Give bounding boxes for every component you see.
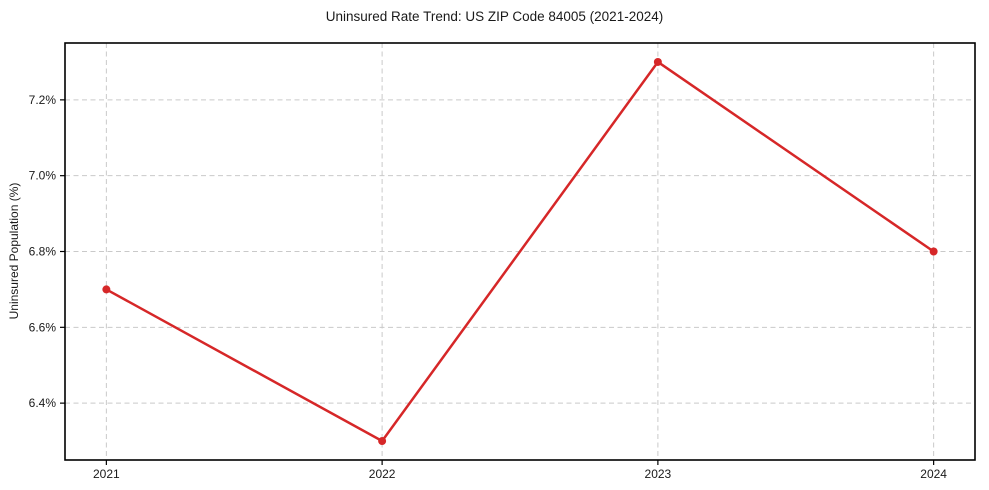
y-tick-label: 6.4% bbox=[29, 396, 57, 410]
x-tick-label: 2024 bbox=[920, 467, 947, 481]
chart-title: Uninsured Rate Trend: US ZIP Code 84005 … bbox=[325, 9, 664, 24]
x-tick-label: 2023 bbox=[645, 467, 672, 481]
y-tick-label: 6.6% bbox=[29, 320, 57, 334]
x-tick-label: 2022 bbox=[369, 467, 396, 481]
data-point-marker bbox=[378, 437, 387, 446]
data-point-marker bbox=[102, 285, 111, 294]
data-point-marker bbox=[929, 247, 938, 256]
y-tick-label: 6.8% bbox=[29, 245, 57, 259]
y-tick-label: 7.0% bbox=[29, 169, 57, 183]
trend-line bbox=[105, 60, 935, 443]
data-point-marker bbox=[653, 57, 662, 66]
x-tick-label: 2021 bbox=[93, 467, 120, 481]
y-tick-label: 7.2% bbox=[29, 93, 57, 107]
